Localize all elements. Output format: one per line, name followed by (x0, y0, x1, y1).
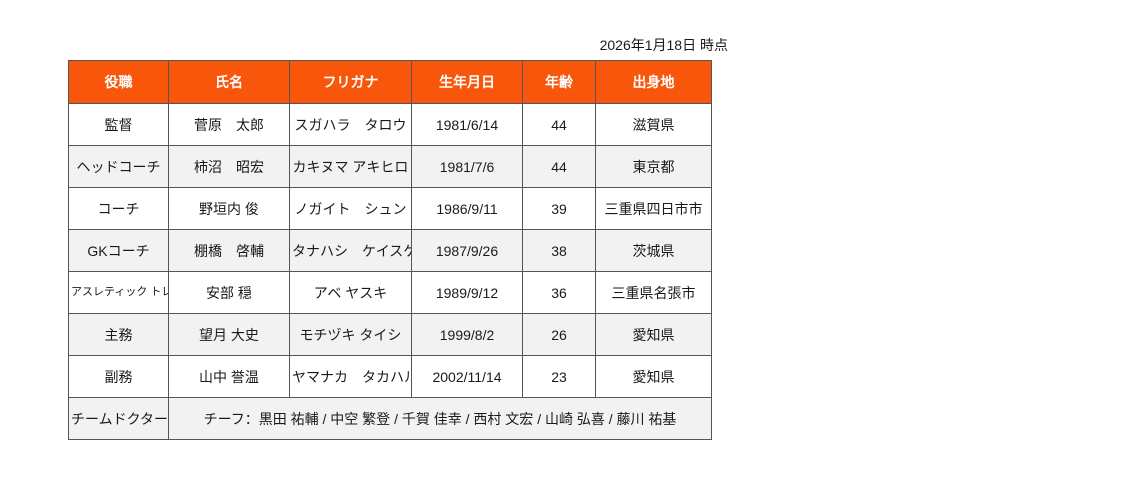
header-name: 氏名 (168, 60, 290, 104)
header-birthplace: 出身地 (595, 60, 712, 104)
table-row: GKコーチ 棚橋 啓輔 タナハシ ケイスケ 1987/9/26 38 茨城県 (68, 229, 712, 272)
cell-name: 柿沼 昭宏 (168, 145, 290, 188)
cell-role: アスレティック トレーナー (68, 271, 169, 314)
cell-age: 39 (522, 187, 596, 230)
header-row: 役職 氏名 フリガナ 生年月日 年齢 出身地 (68, 60, 712, 104)
header-role: 役職 (68, 60, 169, 104)
cell-furigana: タナハシ ケイスケ (289, 229, 412, 272)
table-row: ヘッドコーチ 柿沼 昭宏 カキヌマ アキヒロ 1981/7/6 44 東京都 (68, 145, 712, 188)
staff-table-header: 役職 氏名 フリガナ 生年月日 年齢 出身地 (68, 60, 712, 104)
cell-furigana: ノガイト シュン (289, 187, 412, 230)
table-row: 監督 菅原 太郎 スガハラ タロウ 1981/6/14 44 滋賀県 (68, 103, 712, 146)
cell-name: 棚橋 啓輔 (168, 229, 290, 272)
cell-name: 野垣内 俊 (168, 187, 290, 230)
cell-age: 23 (522, 355, 596, 398)
team-doctor-row: チームドクター チーフ：黒田 祐輔 / 中空 繁登 / 千賀 佳幸 / 西村 文… (68, 397, 712, 440)
cell-role: GKコーチ (68, 229, 169, 272)
cell-role: コーチ (68, 187, 169, 230)
cell-doctor-members: チーフ：黒田 祐輔 / 中空 繁登 / 千賀 佳幸 / 西村 文宏 / 山崎 弘… (168, 397, 712, 440)
cell-birthplace: 東京都 (595, 145, 712, 188)
cell-name: 菅原 太郎 (168, 103, 290, 146)
cell-birthplace: 愛知県 (595, 313, 712, 356)
cell-birthplace: 三重県四日市市 (595, 187, 712, 230)
table-row: 副務 山中 誉温 ヤマナカ タカハル 2002/11/14 23 愛知県 (68, 355, 712, 398)
staff-table: 役職 氏名 フリガナ 生年月日 年齢 出身地 監督 菅原 太郎 スガハラ タロウ… (68, 60, 712, 440)
cell-birthplace: 三重県名張市 (595, 271, 712, 314)
cell-role: ヘッドコーチ (68, 145, 169, 188)
cell-furigana: カキヌマ アキヒロ (289, 145, 412, 188)
cell-age: 44 (522, 145, 596, 188)
cell-birthdate: 1986/9/11 (411, 187, 523, 230)
cell-age: 26 (522, 313, 596, 356)
cell-role: 主務 (68, 313, 169, 356)
cell-birthdate: 1989/9/12 (411, 271, 523, 314)
cell-birthdate: 1987/9/26 (411, 229, 523, 272)
table-row: コーチ 野垣内 俊 ノガイト シュン 1986/9/11 39 三重県四日市市 (68, 187, 712, 230)
cell-furigana: アベ ヤスキ (289, 271, 412, 314)
cell-role: 副務 (68, 355, 169, 398)
cell-role: 監督 (68, 103, 169, 146)
as-of-date-label: 2026年1月18日 時点 (599, 37, 728, 53)
cell-birthplace: 滋賀県 (595, 103, 712, 146)
cell-birthdate: 1981/7/6 (411, 145, 523, 188)
cell-birthdate: 2002/11/14 (411, 355, 523, 398)
table-row: アスレティック トレーナー 安部 穏 アベ ヤスキ 1989/9/12 36 三… (68, 271, 712, 314)
table-row: 主務 望月 大史 モチヅキ タイシ 1999/8/2 26 愛知県 (68, 313, 712, 356)
cell-furigana: モチヅキ タイシ (289, 313, 412, 356)
cell-name: 山中 誉温 (168, 355, 290, 398)
cell-age: 38 (522, 229, 596, 272)
cell-birthdate: 1999/8/2 (411, 313, 523, 356)
cell-birthdate: 1981/6/14 (411, 103, 523, 146)
header-birthdate: 生年月日 (411, 60, 523, 104)
cell-furigana: スガハラ タロウ (289, 103, 412, 146)
cell-age: 44 (522, 103, 596, 146)
cell-furigana: ヤマナカ タカハル (289, 355, 412, 398)
cell-name: 望月 大史 (168, 313, 290, 356)
header-age: 年齢 (522, 60, 596, 104)
header-furigana: フリガナ (289, 60, 412, 104)
cell-birthplace: 愛知県 (595, 355, 712, 398)
cell-age: 36 (522, 271, 596, 314)
cell-birthplace: 茨城県 (595, 229, 712, 272)
cell-role: チームドクター (68, 397, 169, 440)
cell-name: 安部 穏 (168, 271, 290, 314)
